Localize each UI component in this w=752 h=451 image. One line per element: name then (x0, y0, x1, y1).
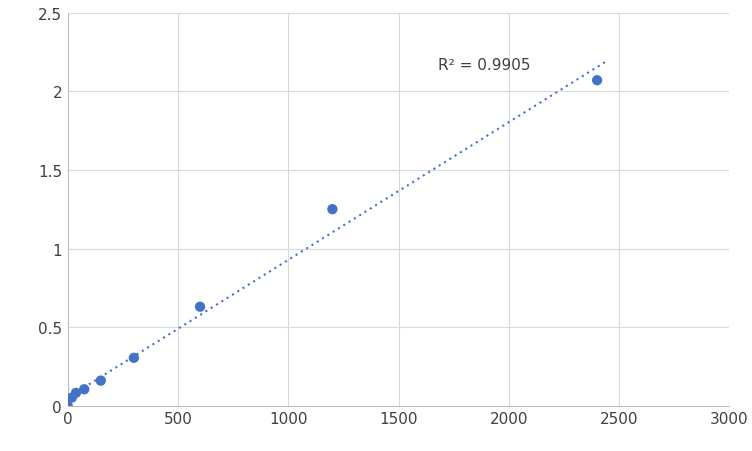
Point (70, 389, 82, 396)
Point (95, 377, 107, 384)
Point (194, 304, 206, 311)
Point (326, 206, 338, 213)
Text: R² = 0.9905: R² = 0.9905 (438, 58, 531, 73)
Point (128, 354, 140, 362)
Point (591, 78, 603, 85)
Point (66, 394, 77, 401)
Point (62, 402, 74, 410)
Point (78, 386, 90, 393)
